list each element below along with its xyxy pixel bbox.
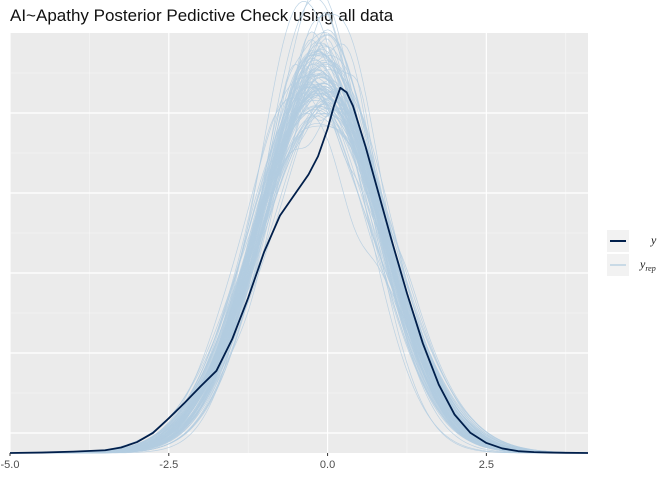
x-tick-label: 0.0 (320, 459, 335, 471)
x-axis-ticks: -5.0 -2.5 0.0 2.5 (1, 453, 494, 471)
grid-lines (9, 33, 588, 453)
legend-label-yrep: yrep (639, 257, 656, 273)
chart-title: AI~Apathy Posterior Pedictive Check usin… (10, 6, 394, 25)
x-tick-label: 2.5 (479, 459, 494, 471)
legend-label-y: y (650, 233, 657, 247)
x-tick-label: -2.5 (159, 459, 178, 471)
legend-label-yrep-subscript: rep (645, 264, 655, 273)
y-density-line (9, 86, 589, 454)
legend: y yrep (607, 230, 657, 276)
yrep-density-line (10, 44, 589, 454)
observed-density-line-group (9, 86, 589, 454)
legend-label-yrep-main: y (639, 257, 646, 271)
x-tick-label: -5.0 (1, 459, 20, 471)
